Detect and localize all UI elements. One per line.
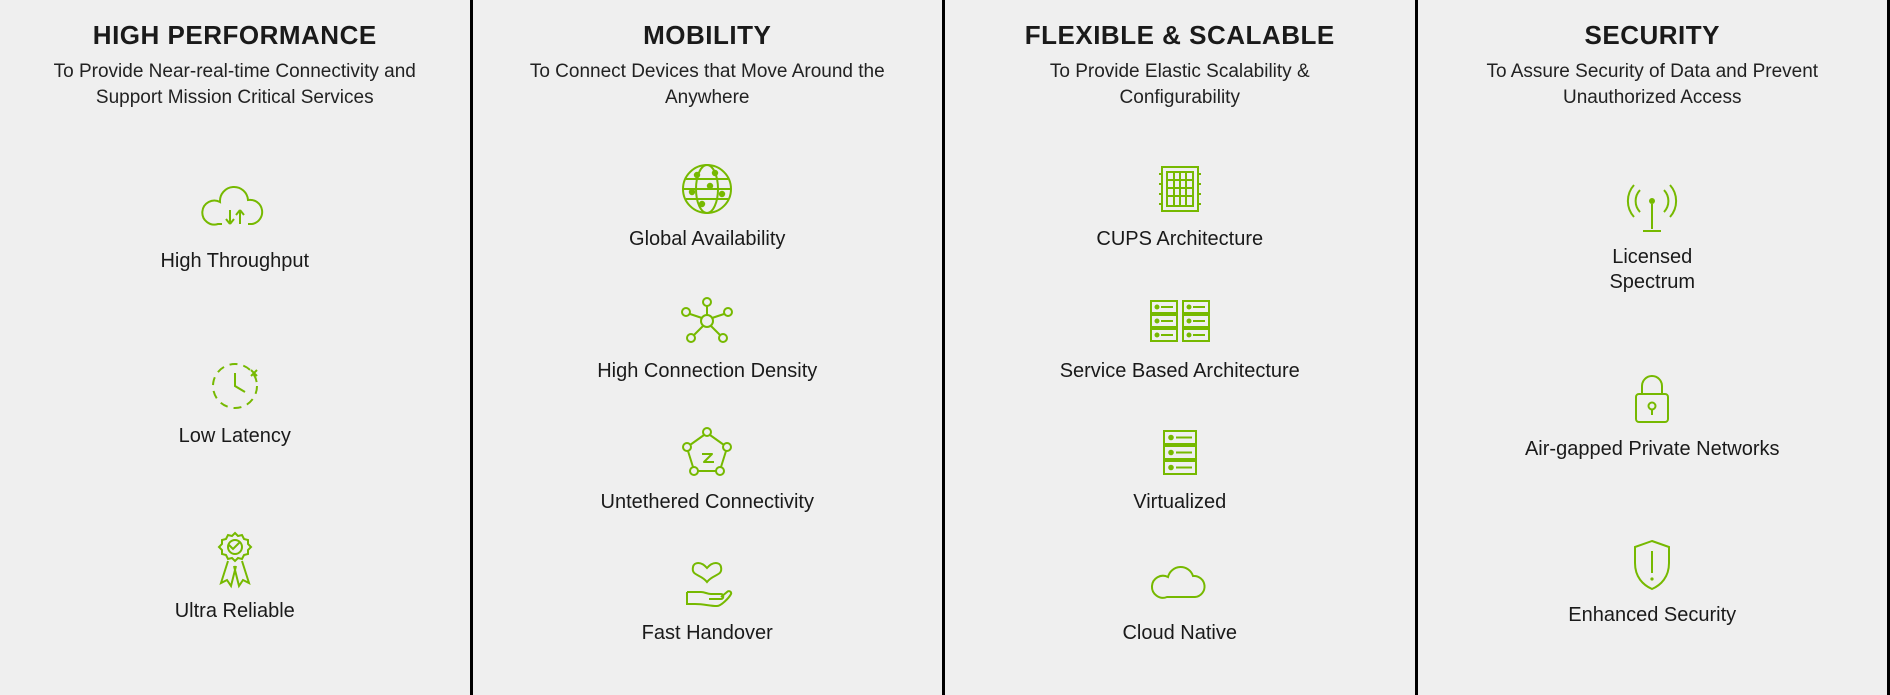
column-subtitle: To Provide Near-real-time Connectivity a…: [45, 59, 425, 110]
column-title: FLEXIBLE & SCALABLE: [1025, 20, 1335, 51]
item: High Throughput: [160, 181, 309, 274]
item: CUPS Architecture: [1096, 159, 1263, 252]
item: Enhanced Security: [1568, 535, 1736, 628]
item-label: High Throughput: [160, 249, 309, 274]
column-title: MOBILITY: [643, 20, 771, 51]
item: Licensed Spectrum: [1609, 177, 1695, 295]
items-list: Global Availability High Connection Dens…: [503, 140, 913, 665]
column-security: SECURITY To Assure Security of Data and …: [1418, 0, 1890, 695]
column-high-performance: HIGH PERFORMANCE To Provide Near-real-ti…: [0, 0, 473, 695]
clock-dashed-icon: [205, 356, 265, 416]
items-list: CUPS Architecture Service Based Architec…: [975, 140, 1385, 665]
network-icon: [677, 291, 737, 351]
item-label: Service Based Architecture: [1060, 359, 1300, 384]
column-subtitle: To Connect Devices that Move Around the …: [517, 59, 897, 110]
item-label: Low Latency: [179, 424, 291, 449]
ribbon-icon: [205, 531, 265, 591]
item: Ultra Reliable: [175, 531, 295, 624]
antenna-icon: [1622, 177, 1682, 237]
item-label: Untethered Connectivity: [601, 490, 814, 515]
item-label: Ultra Reliable: [175, 599, 295, 624]
items-list: High Throughput Low Latency: [30, 140, 440, 665]
item: Low Latency: [179, 356, 291, 449]
column-subtitle: To Assure Security of Data and Prevent U…: [1462, 59, 1842, 110]
item-label: CUPS Architecture: [1096, 227, 1263, 252]
item: Untethered Connectivity: [601, 422, 814, 515]
item-label: Fast Handover: [642, 621, 773, 646]
item: Virtualized: [1133, 422, 1226, 515]
item-label: High Connection Density: [597, 359, 817, 384]
item: Fast Handover: [642, 553, 773, 646]
item-label: Licensed Spectrum: [1609, 245, 1695, 295]
item: High Connection Density: [597, 291, 817, 384]
servers-pair-icon: [1150, 291, 1210, 351]
star-nodes-icon: [677, 422, 737, 482]
cloud-throughput-icon: [205, 181, 265, 241]
cloud-icon: [1150, 553, 1210, 613]
column-mobility: MOBILITY To Connect Devices that Move Ar…: [473, 0, 946, 695]
items-list: Licensed Spectrum Air-gapped Private Net…: [1448, 140, 1858, 665]
item-label: Global Availability: [629, 227, 785, 252]
column-title: HIGH PERFORMANCE: [93, 20, 377, 51]
item-label: Air-gapped Private Networks: [1525, 437, 1780, 462]
item-label: Cloud Native: [1122, 621, 1237, 646]
shield-icon: [1622, 535, 1682, 595]
item: Cloud Native: [1122, 553, 1237, 646]
item: Service Based Architecture: [1060, 291, 1300, 384]
column-subtitle: To Provide Elastic Scalability & Configu…: [990, 59, 1370, 110]
item: Global Availability: [629, 159, 785, 252]
item-label: Enhanced Security: [1568, 603, 1736, 628]
server-stack-icon: [1150, 422, 1210, 482]
globe-icon: [677, 159, 737, 219]
padlock-icon: [1622, 369, 1682, 429]
item: Air-gapped Private Networks: [1525, 369, 1780, 462]
column-title: SECURITY: [1585, 20, 1720, 51]
item-label: Virtualized: [1133, 490, 1226, 515]
column-flexible-scalable: FLEXIBLE & SCALABLE To Provide Elastic S…: [945, 0, 1418, 695]
hand-heart-icon: [677, 553, 737, 613]
grid-chip-icon: [1150, 159, 1210, 219]
